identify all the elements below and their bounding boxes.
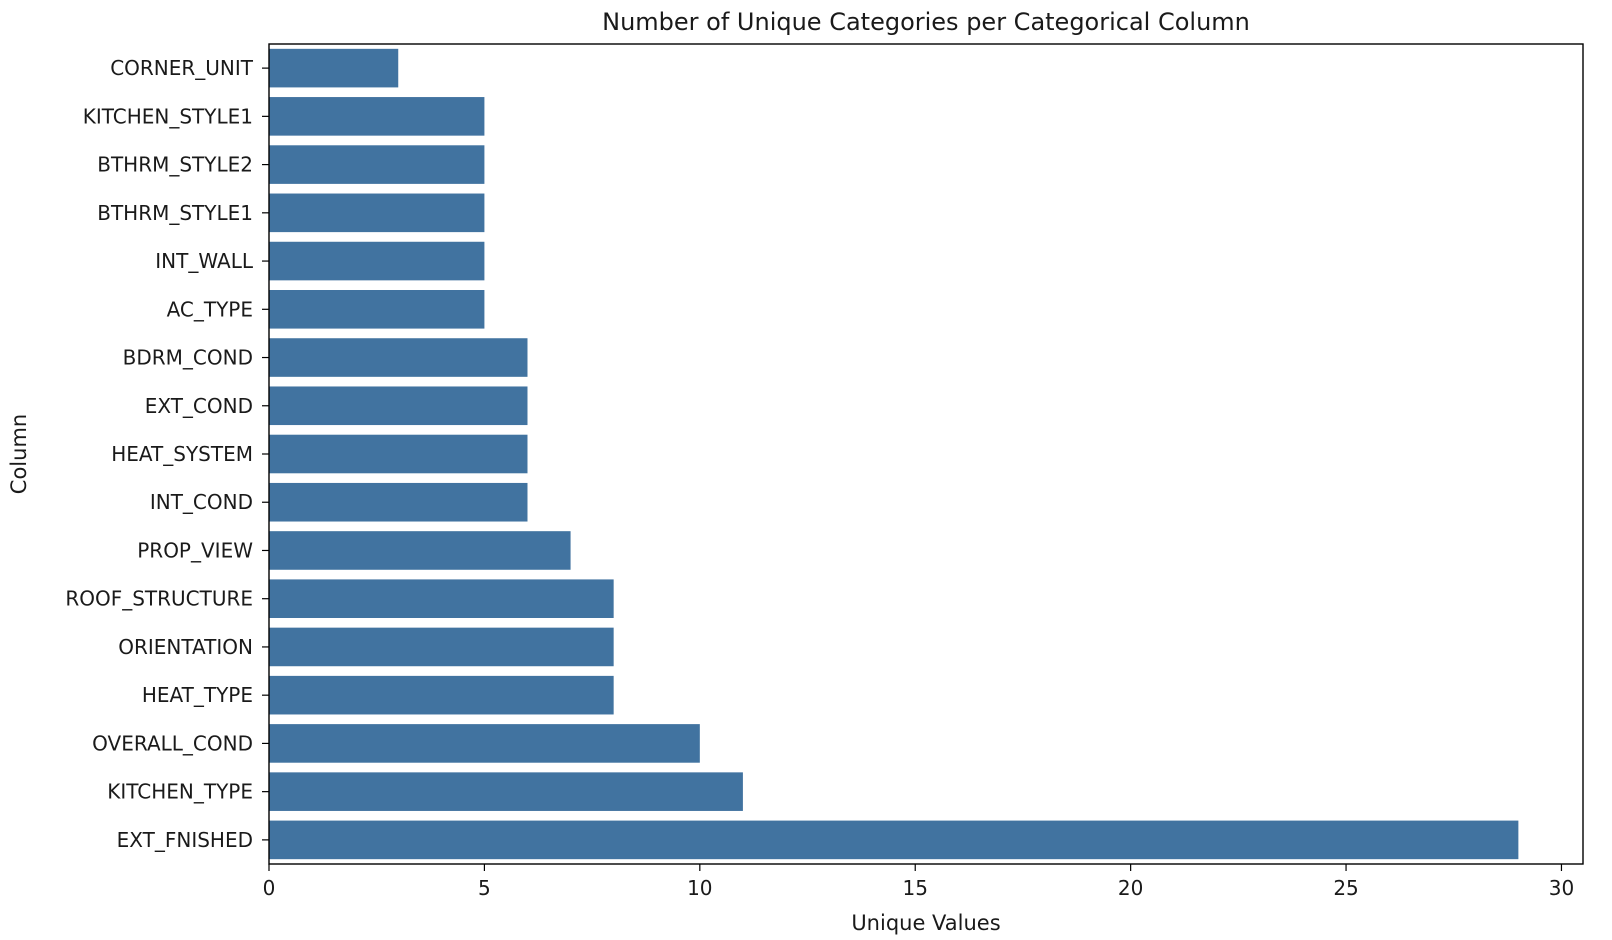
bar-kitchen-type bbox=[269, 772, 743, 811]
chart-title: Number of Unique Categories per Categori… bbox=[602, 8, 1250, 36]
y-tick-label: ROOF_STRUCTURE bbox=[65, 587, 253, 611]
x-tick-label: 5 bbox=[478, 876, 491, 900]
y-tick-label: EXT_FNISHED bbox=[117, 828, 253, 852]
y-tick-label: INT_WALL bbox=[155, 249, 254, 273]
y-axis-title: Column bbox=[7, 414, 31, 494]
x-tick-label: 0 bbox=[263, 876, 276, 900]
bar-ac-type bbox=[269, 290, 485, 329]
y-tick-label: HEAT_SYSTEM bbox=[111, 442, 253, 466]
y-tick-label: KITCHEN_STYLE1 bbox=[83, 104, 253, 128]
bar-bthrm-style1 bbox=[269, 193, 485, 233]
y-tick-label: HEAT_TYPE bbox=[142, 683, 253, 707]
bar-int-wall bbox=[269, 241, 485, 281]
bar-bthrm-style2 bbox=[269, 145, 485, 184]
y-tick-label: CORNER_UNIT bbox=[110, 56, 254, 80]
x-tick-label: 25 bbox=[1333, 876, 1358, 900]
bar-orientation bbox=[269, 627, 614, 667]
bar-ext-cond bbox=[269, 386, 528, 426]
bar-heat-system bbox=[269, 434, 528, 474]
x-tick-label: 20 bbox=[1118, 876, 1143, 900]
bar-ext-fnished bbox=[269, 820, 1519, 860]
y-tick-label: BTHRM_STYLE2 bbox=[97, 153, 253, 177]
bar-corner-unit bbox=[269, 48, 399, 88]
x-axis-title: Unique Values bbox=[851, 911, 1000, 935]
x-tick-label: 10 bbox=[687, 876, 712, 900]
y-tick-label: OVERALL_COND bbox=[92, 731, 253, 755]
bar-heat-type bbox=[269, 675, 614, 715]
y-axis: CORNER_UNIT KITCHEN_STYLE1 BTHRM_STYLE2 BTH… bbox=[65, 56, 269, 852]
y-tick-label: PROP_VIEW bbox=[137, 538, 253, 562]
y-tick-label: BDRM_COND bbox=[123, 346, 253, 370]
bar-prop-view bbox=[269, 531, 571, 570]
y-tick-label: AC_TYPE bbox=[167, 297, 253, 321]
plot-frame bbox=[268, 43, 1584, 865]
bar-int-cond bbox=[269, 482, 528, 522]
x-axis: 0 5 10 15 20 25 30 bbox=[263, 864, 1574, 900]
y-tick-label: BTHRM_STYLE1 bbox=[97, 201, 253, 225]
bar-roof-structure bbox=[269, 579, 614, 618]
bars-group bbox=[269, 48, 1519, 860]
x-tick-label: 15 bbox=[903, 876, 928, 900]
y-tick-label: KITCHEN_TYPE bbox=[107, 780, 253, 804]
y-tick-label: ORIENTATION bbox=[118, 635, 253, 659]
bar-overall-cond bbox=[269, 724, 700, 763]
y-tick-label: INT_COND bbox=[150, 490, 253, 514]
bar-kitchen-style1 bbox=[269, 97, 485, 136]
y-tick-label: EXT_COND bbox=[145, 394, 253, 418]
x-tick-label: 30 bbox=[1549, 876, 1574, 900]
bar-bdrm-cond bbox=[269, 338, 528, 377]
